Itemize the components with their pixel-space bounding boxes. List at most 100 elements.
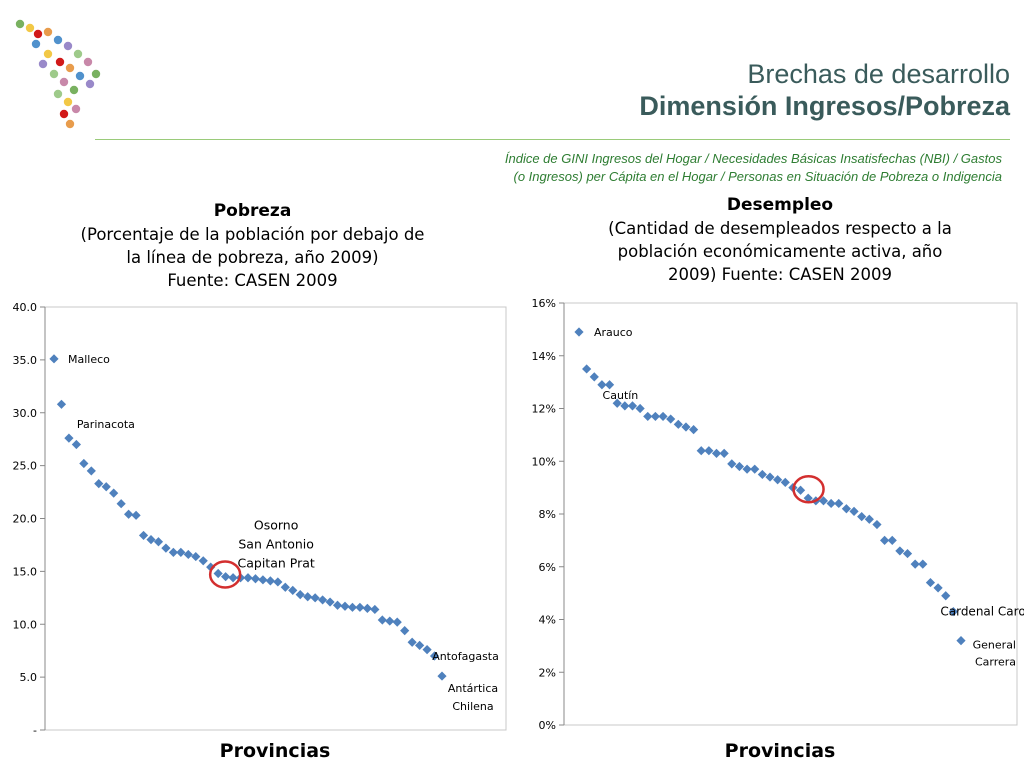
- point-annotation: Antofagasta: [432, 650, 499, 663]
- data-point: [673, 419, 683, 429]
- logo-hand-shape: [33, 29, 43, 39]
- y-tick-label: 30.0: [13, 407, 38, 420]
- data-point: [941, 591, 951, 601]
- data-point: [895, 546, 905, 556]
- data-point: [183, 549, 193, 560]
- data-point: [295, 590, 305, 600]
- data-point: [303, 592, 313, 602]
- data-point: [206, 562, 216, 572]
- data-point: [727, 459, 737, 469]
- data-point: [138, 530, 149, 541]
- y-tick-label: 4%: [539, 614, 556, 627]
- logo-hand-shape: [59, 109, 69, 119]
- data-point: [415, 640, 425, 650]
- page-subtitle: Índice de GINI Ingresos del Hogar / Nece…: [302, 150, 1002, 186]
- data-point: [153, 537, 164, 547]
- data-point: [258, 575, 268, 585]
- y-tick-label: 6%: [539, 561, 556, 574]
- data-point: [340, 601, 350, 611]
- data-point: [407, 637, 417, 647]
- logo-hand-shape: [65, 119, 75, 129]
- unemployment-subtitle-line3: 2009) Fuente: CASEN 2009: [667, 265, 893, 284]
- data-point: [213, 568, 223, 579]
- logo-hand-shape: [15, 19, 25, 29]
- logo-hand-shape: [75, 71, 85, 81]
- data-point: [429, 651, 440, 661]
- logo-hand-shape: [65, 63, 75, 73]
- page-subtitle-line1: Índice de GINI Ingresos del Hogar / Nece…: [504, 151, 1002, 166]
- poverty-title: Pobreza: [213, 201, 292, 221]
- logo-hand-shape: [25, 23, 35, 33]
- data-point: [198, 556, 208, 566]
- data-point: [56, 399, 67, 409]
- data-point: [243, 573, 253, 583]
- data-point: [146, 535, 156, 545]
- data-point: [377, 615, 387, 625]
- y-tick-label: 15.0: [13, 565, 38, 578]
- data-point: [355, 602, 365, 612]
- data-point: [392, 617, 402, 627]
- point-annotation: Parinacota: [77, 418, 135, 431]
- title-divider: [95, 139, 1010, 140]
- data-point: [273, 577, 283, 587]
- y-tick-label: 16%: [532, 297, 556, 310]
- data-point: [918, 559, 928, 569]
- data-point: [86, 466, 96, 476]
- data-point: [750, 464, 760, 474]
- data-point: [948, 606, 958, 617]
- data-point: [841, 504, 851, 514]
- page-title-line2: Dimensión Ingresos/Pobreza: [639, 91, 1010, 121]
- unemployment-subtitle-line1: (Cantidad de desempleados respecto a la: [608, 219, 952, 238]
- point-annotation: Arauco: [594, 326, 633, 339]
- data-point: [849, 506, 859, 516]
- data-point: [765, 472, 775, 482]
- data-point: [757, 469, 767, 480]
- data-point: [689, 425, 699, 435]
- y-tick-label: 0%: [539, 719, 556, 732]
- data-point: [880, 535, 890, 545]
- point-annotation: Malleco: [68, 353, 110, 366]
- data-point: [574, 327, 584, 337]
- y-tick-label: 35.0: [13, 354, 38, 367]
- point-annotation: Osorno: [254, 517, 299, 532]
- point-annotation: General: [973, 639, 1016, 652]
- data-point: [589, 372, 599, 382]
- unemployment-title: Desempleo: [726, 195, 834, 215]
- data-point: [795, 485, 806, 495]
- data-point: [116, 499, 126, 509]
- data-point: [834, 498, 844, 509]
- data-point: [400, 625, 410, 636]
- logo-hand-shape: [31, 39, 41, 49]
- logo-hand-shape: [59, 77, 69, 87]
- logo-hand-shape: [38, 59, 48, 69]
- highlight-circle: [792, 475, 825, 504]
- y-tick-label: 5.0: [20, 671, 38, 684]
- poverty-subtitle-line1: (Porcentaje de la población por debajo d…: [80, 225, 425, 244]
- page-title: Brechas de desarrollo Dimensión Ingresos…: [639, 58, 1010, 122]
- logo-hand-shape: [43, 49, 53, 59]
- point-annotation: San Antonio: [238, 536, 314, 551]
- unemployment-chart: 0% 2% 4% 6% 8% 10% 12% 14% 16% Arauco Cautín Carden…: [532, 297, 1024, 732]
- data-point: [385, 616, 395, 626]
- data-point: [704, 446, 714, 456]
- logo-hand-shape: [49, 69, 59, 79]
- data-point: [288, 585, 298, 596]
- poverty-chart: - 5.0 10.0 15.0 20.0 25.0 30.0 35.0 40.0 Malleco P…: [13, 301, 507, 737]
- data-point: [362, 603, 372, 613]
- data-point: [933, 583, 943, 593]
- highlight-circle: [208, 560, 242, 589]
- data-point: [124, 509, 134, 519]
- data-point: [109, 488, 119, 498]
- point-annotation: Capitan Prat: [238, 555, 315, 570]
- data-point: [64, 433, 74, 443]
- data-point: [803, 493, 813, 503]
- data-point: [604, 380, 615, 390]
- logo-hand-shape: [63, 41, 73, 51]
- poverty-subtitle-line3: Fuente: CASEN 2009: [167, 271, 338, 290]
- data-point: [666, 414, 676, 424]
- y-tick-label: 20.0: [13, 513, 38, 526]
- y-tick-label: 8%: [539, 508, 556, 521]
- data-point: [734, 461, 745, 472]
- data-point: [422, 645, 432, 655]
- logo-hand-shape: [53, 89, 63, 99]
